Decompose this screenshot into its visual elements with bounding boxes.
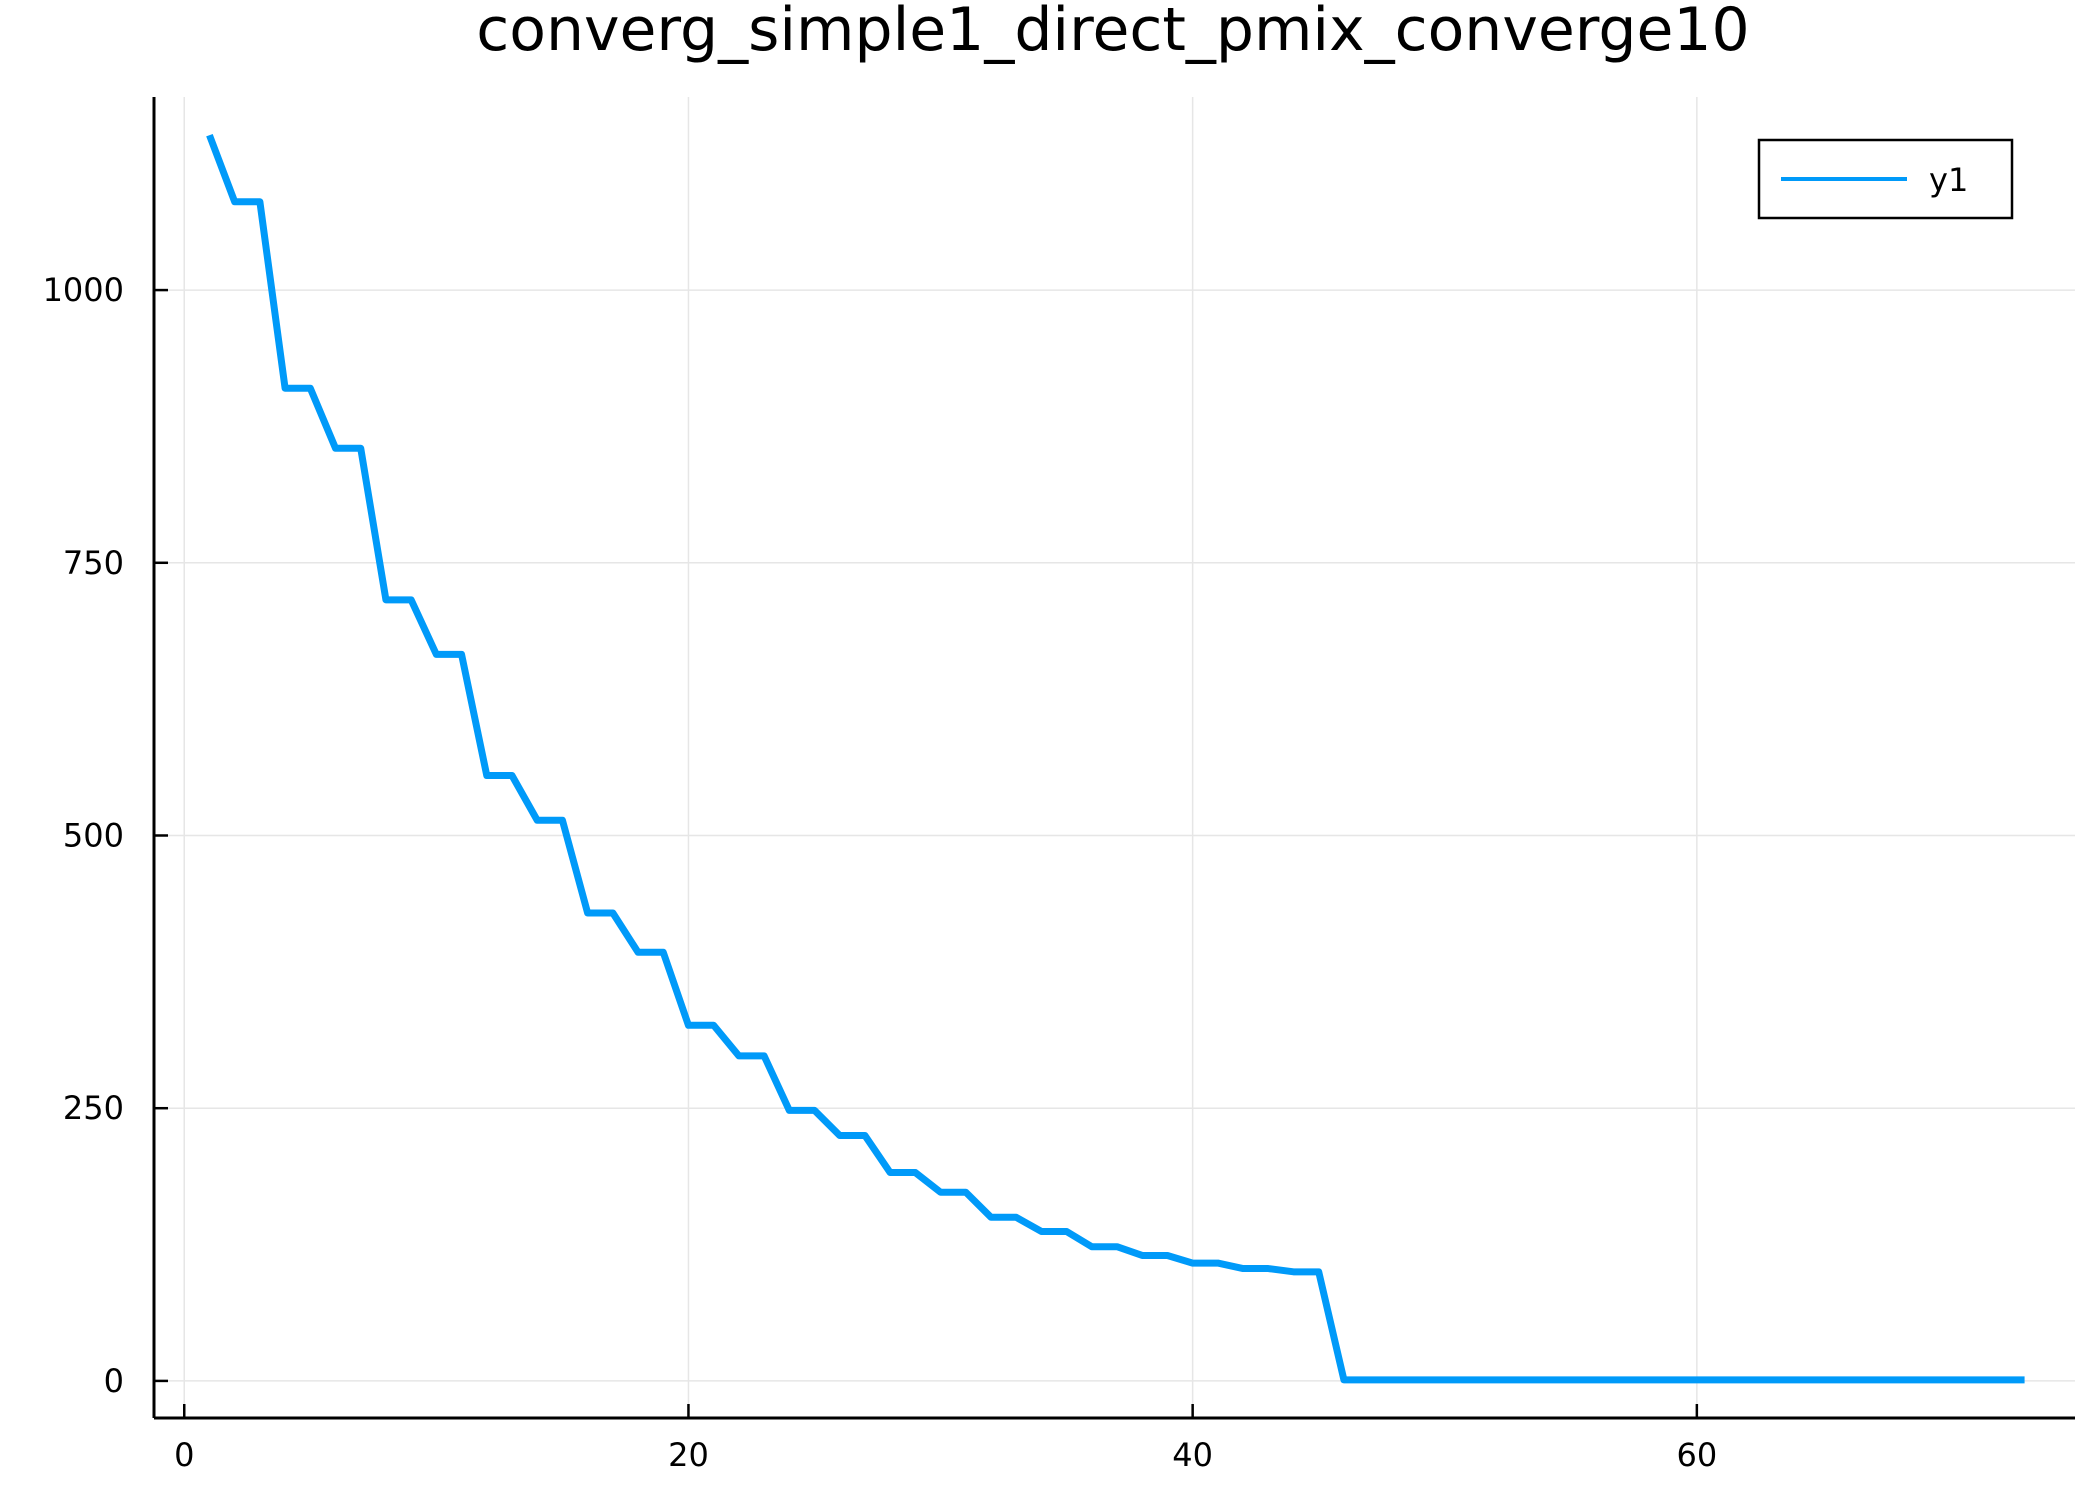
y-tick-label: 1000 bbox=[43, 271, 124, 309]
legend: y1 bbox=[1757, 138, 2014, 220]
chart-title: converg_simple1_direct_pmix_converge10 bbox=[476, 0, 1749, 65]
ticks: 0 20 40 60 0 250 500 750 1000 bbox=[43, 271, 1718, 1474]
y-tick-label: 0 bbox=[104, 1362, 124, 1400]
grid-lines bbox=[154, 97, 2075, 1418]
x-tick-label: 40 bbox=[1172, 1436, 1213, 1474]
y-tick-label: 500 bbox=[63, 816, 124, 854]
legend-label-y1: y1 bbox=[1929, 161, 1968, 199]
axes bbox=[152, 97, 2075, 1420]
x-tick-label: 20 bbox=[668, 1436, 709, 1474]
x-tick-label: 60 bbox=[1676, 1436, 1717, 1474]
series-lines bbox=[206, 133, 2025, 1384]
y-tick-label: 250 bbox=[63, 1089, 124, 1127]
x-tick-label: 0 bbox=[174, 1436, 194, 1474]
series-line-y1 bbox=[206, 133, 2025, 1384]
y-tick-label: 750 bbox=[63, 544, 124, 582]
